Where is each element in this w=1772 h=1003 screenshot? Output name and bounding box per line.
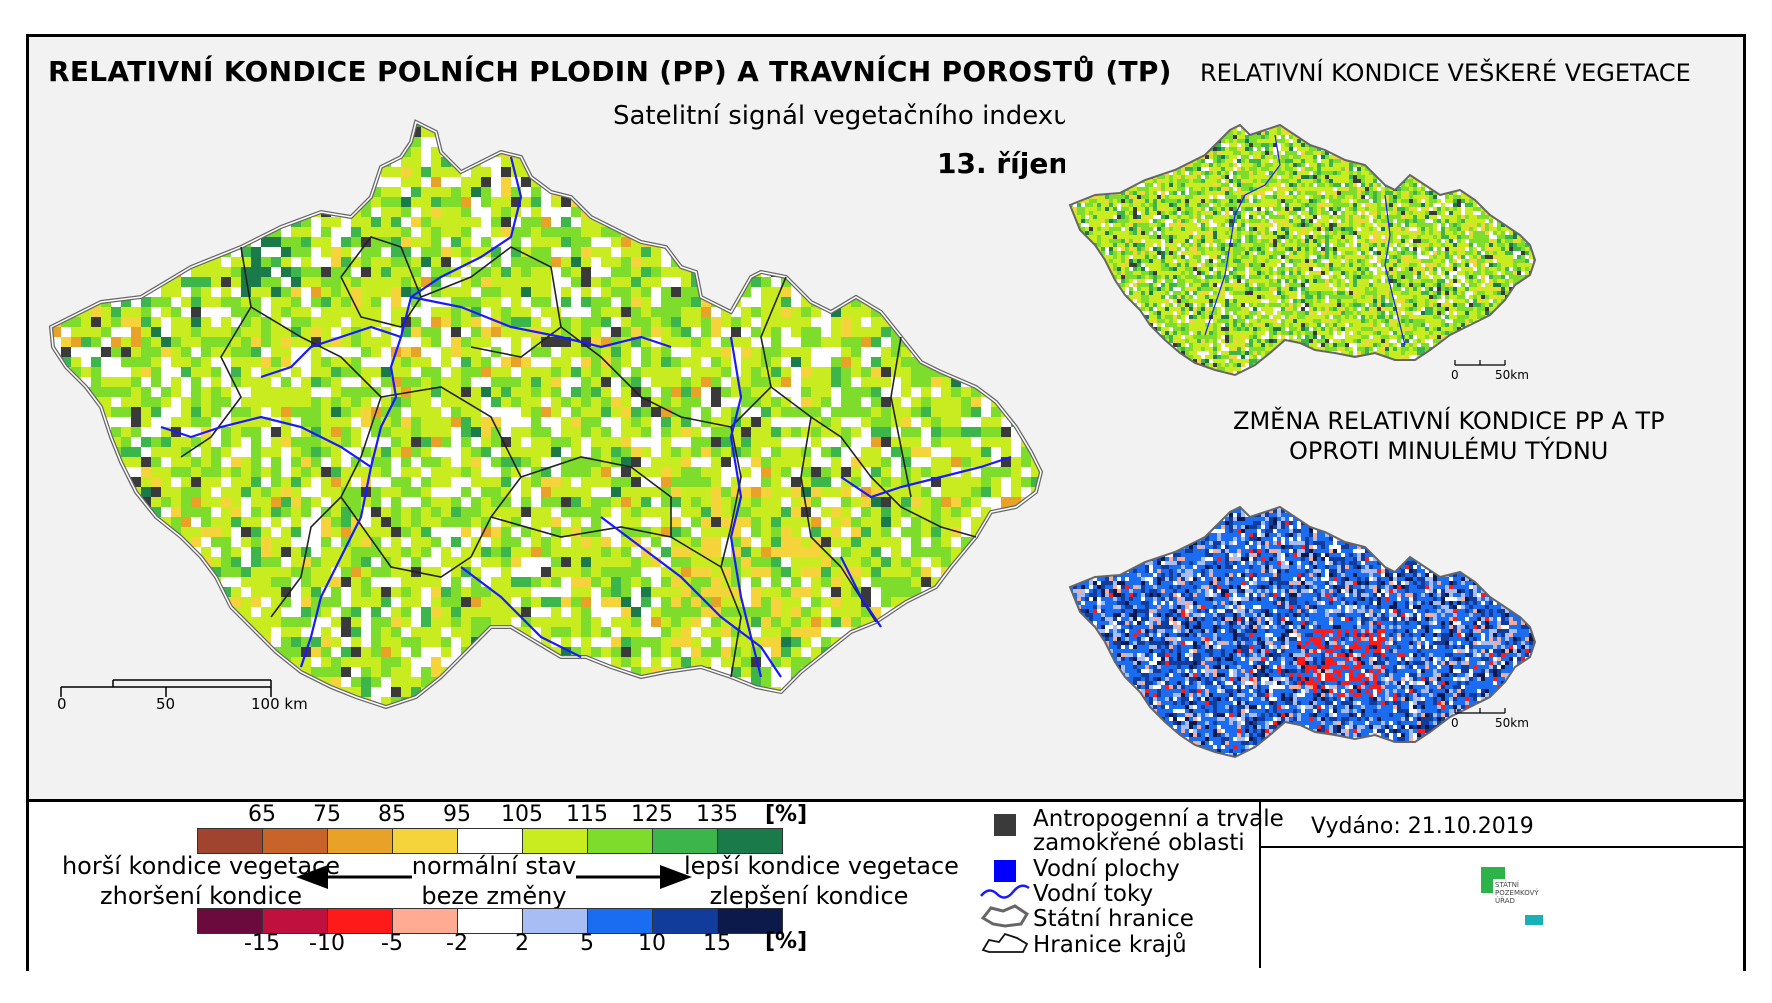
change-label-4: 2	[492, 931, 552, 956]
condition-label-3: 95	[427, 802, 487, 827]
condition-label-4: 105	[492, 802, 552, 827]
issued-date: Vydáno: 21.10.2019	[1311, 814, 1534, 839]
change-swatch-0	[197, 908, 263, 934]
condition-label-1: 75	[297, 802, 357, 827]
change-label-0: -15	[232, 931, 292, 956]
legend-divider	[1259, 802, 1261, 968]
change-label-5: 5	[557, 931, 617, 956]
condition-swatch-1	[262, 828, 328, 854]
condition-label-2: 85	[362, 802, 422, 827]
condition-swatch-3	[392, 828, 458, 854]
condition-swatch-5	[522, 828, 588, 854]
normal-state-text: normální stav	[404, 852, 584, 880]
legend-divider-h	[1259, 846, 1743, 848]
region-borders	[180, 236, 977, 678]
condition-swatch-2	[327, 828, 393, 854]
main-scale-bar: 0 50 100 km	[57, 679, 308, 713]
change-label-6: 10	[622, 931, 682, 956]
condition-swatch-0	[197, 828, 263, 854]
change-swatch-7	[652, 908, 718, 934]
map-frame: RELATIVNÍ KONDICE POLNÍCH PLODIN (PP) A …	[26, 34, 1746, 971]
anthropogenic-swatch	[994, 814, 1016, 836]
change-swatch-6	[587, 908, 653, 934]
change-label-1: -10	[297, 931, 357, 956]
change-unit: [%]	[765, 929, 807, 954]
change-map-title-line2: OPROTI MINULÉMU TÝDNU	[1289, 437, 1608, 465]
small-top-scale-bar: 0 50km	[1451, 360, 1529, 382]
small-bottom-scale-bar: 0 50km	[1451, 708, 1529, 730]
vegetation-condition-map: 0 50km	[1065, 95, 1545, 385]
logo-line-2: POZEMKOVÝ	[1495, 889, 1539, 897]
water-bodies-label: Vodní plochy	[1033, 856, 1180, 882]
main-title: RELATIVNÍ KONDICE POLNÍCH PLODIN (PP) A …	[48, 55, 1172, 88]
region-border-label: Hranice krajů	[1033, 932, 1187, 958]
change-swatch-5	[522, 908, 588, 934]
worsening-text: zhoršení kondice	[56, 882, 346, 910]
small-bottom-scale-0: 0	[1451, 716, 1459, 730]
rivers-label: Vodní toky	[1033, 881, 1153, 907]
no-change-text: beze změny	[404, 882, 584, 910]
small-top-scale-0: 0	[1451, 368, 1459, 382]
state-border-symbol-icon	[980, 904, 1030, 928]
change-swatch-1	[262, 908, 328, 934]
main-condition-map: 0 50 100 km	[48, 119, 1044, 713]
change-label-7: 15	[687, 931, 747, 956]
map-panel: RELATIVNÍ KONDICE POLNÍCH PLODIN (PP) A …	[29, 37, 1743, 799]
logo-line-1: STÁTNÍ	[1495, 881, 1539, 889]
condition-swatch-8	[717, 828, 783, 854]
condition-unit: [%]	[765, 802, 807, 827]
change-swatch-4	[457, 908, 523, 934]
scale-label-50: 50	[156, 695, 175, 713]
change-label-2: -5	[362, 931, 422, 956]
condition-label-7: 135	[687, 802, 747, 827]
condition-swatch-6	[587, 828, 653, 854]
condition-swatch-4	[457, 828, 523, 854]
left-arrow-icon	[296, 865, 412, 889]
change-swatch-3	[392, 908, 458, 934]
state-border-label: Státní hranice	[1033, 906, 1194, 932]
scale-label-100: 100 km	[251, 695, 308, 713]
condition-label-6: 125	[622, 802, 682, 827]
anthropogenic-label-line1: Antropogenní a trvale	[1033, 806, 1284, 832]
small-top-scale-50: 50km	[1495, 368, 1529, 382]
condition-swatch-7	[652, 828, 718, 854]
region-border-symbol-icon	[981, 932, 1029, 953]
change-swatch-8	[717, 908, 783, 934]
condition-change-map: 0 50km	[1068, 505, 1537, 759]
condition-label-5: 115	[557, 802, 617, 827]
change-map-title-line1: ZMĚNA RELATIVNÍ KONDICE PP A TP	[1233, 407, 1665, 435]
improvement-text: zlepšení kondice	[684, 882, 934, 910]
better-condition-text: lepší kondice vegetace	[684, 852, 959, 880]
logo-line-3: ÚŘAD	[1495, 897, 1539, 905]
river-symbol-icon	[980, 884, 1030, 899]
change-label-3: -2	[427, 931, 487, 956]
small-bottom-scale-50: 50km	[1495, 716, 1529, 730]
vegetation-map-title: RELATIVNÍ KONDICE VEŠKERÉ VEGETACE	[1200, 59, 1691, 87]
water-bodies-swatch	[994, 860, 1016, 882]
right-arrow-icon	[576, 865, 692, 889]
legend-panel: 65 75 85 95 105 115 125 135 [%] horší kondice v…	[29, 799, 1743, 971]
condition-label-0: 65	[232, 802, 292, 827]
rivers	[160, 156, 1012, 678]
anthropogenic-label-line2: zamokřené oblasti	[1033, 830, 1245, 856]
worse-condition-text: horší kondice vegetace	[56, 852, 346, 880]
scale-label-0: 0	[57, 695, 67, 713]
